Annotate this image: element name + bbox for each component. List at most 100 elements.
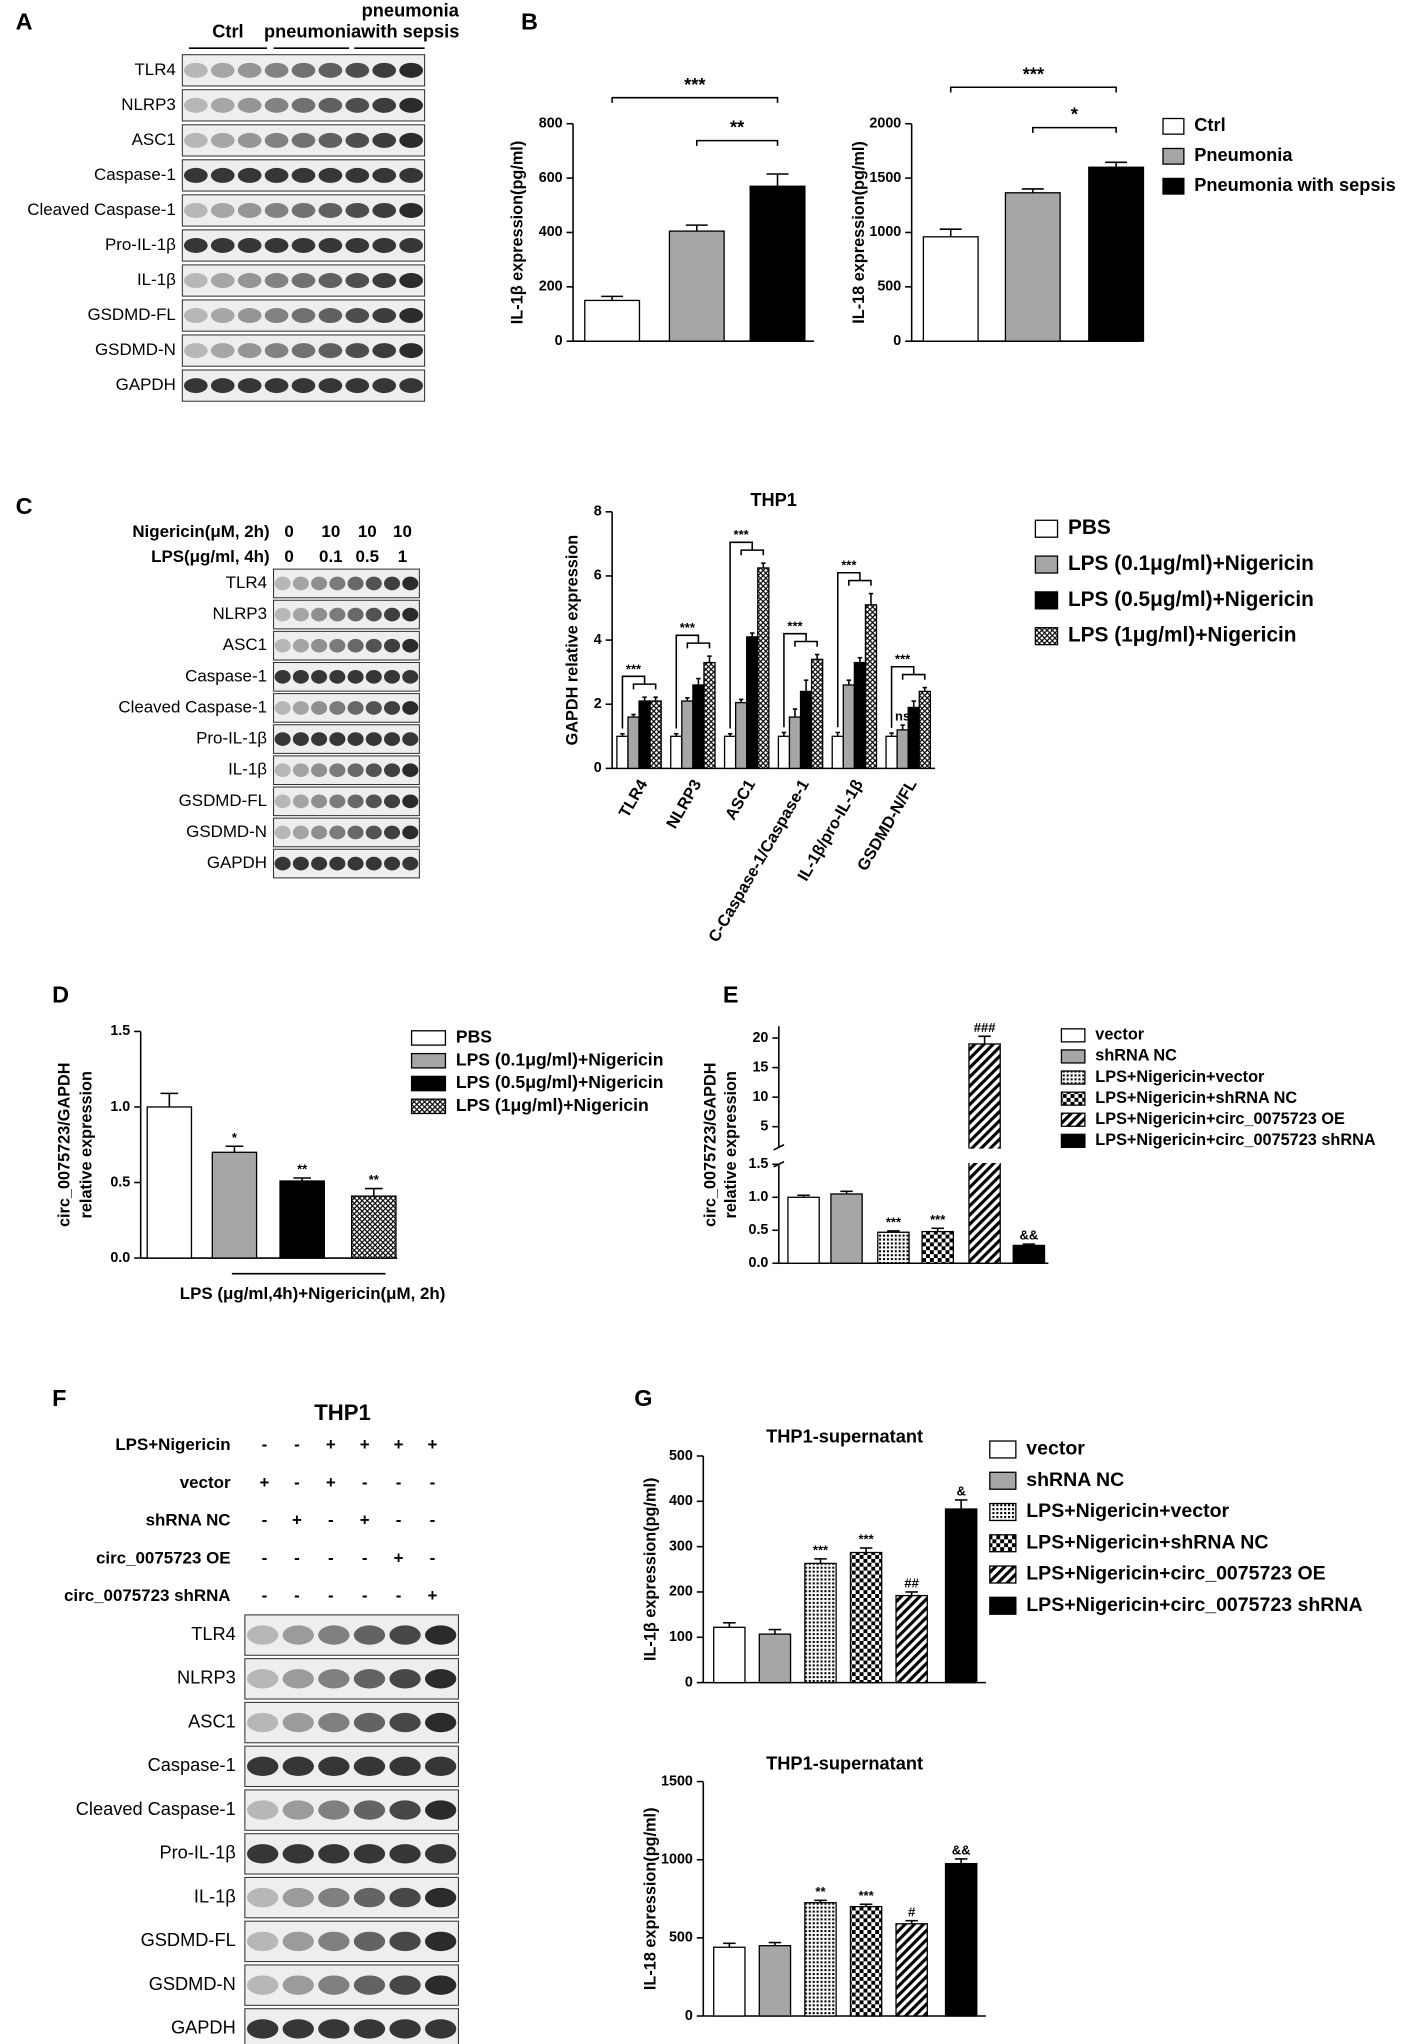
band [372, 378, 397, 394]
band [424, 1931, 457, 1952]
band [353, 1625, 386, 1645]
band [247, 2019, 279, 2039]
legend-label: PBS [1068, 516, 1111, 539]
condition-value: + [326, 1473, 336, 1492]
band [237, 132, 262, 148]
bar [746, 636, 759, 770]
band [264, 237, 289, 253]
condition-value: - [294, 1473, 300, 1492]
bar [830, 1193, 863, 1264]
y-tick-label: 20 [752, 1030, 768, 1046]
band [424, 1712, 457, 1733]
bar [896, 729, 909, 770]
band [318, 97, 343, 113]
y-tick-label: 0.5 [749, 1222, 769, 1238]
band [402, 732, 419, 746]
panel-label: E [723, 981, 739, 1007]
panel-label: C [16, 493, 33, 519]
blot-strip [244, 2008, 459, 2044]
band [372, 237, 397, 253]
blot-strip [244, 1745, 459, 1788]
bar [649, 700, 662, 770]
condition-value: 0 [284, 547, 293, 566]
band [247, 1756, 279, 1777]
band [247, 1975, 279, 1995]
band [365, 763, 382, 778]
band [292, 669, 309, 684]
legend-label: Ctrl [1194, 114, 1225, 135]
band [365, 732, 382, 746]
band [329, 732, 346, 746]
condition-value: - [430, 1473, 436, 1492]
bar [804, 1902, 837, 2017]
band [345, 202, 370, 218]
band [292, 856, 309, 871]
blot-row-label: GAPDH [207, 853, 267, 872]
bar [713, 1946, 746, 2017]
bar [788, 716, 802, 770]
band [345, 273, 370, 289]
y-tick-label: 0 [893, 333, 901, 349]
y-tick-label: 200 [669, 1584, 693, 1600]
blot-strip [244, 1614, 459, 1656]
band [399, 97, 423, 113]
legend-label: LPS+Nigericin+circ_0075723 shRNA [1026, 1594, 1362, 1616]
band [292, 763, 309, 778]
band [274, 825, 291, 840]
y-tick-label: 1000 [869, 224, 901, 240]
y-tick-label: 500 [877, 279, 901, 295]
band [264, 378, 289, 394]
band [399, 308, 423, 324]
condition-value: - [262, 1586, 268, 1605]
band [274, 856, 291, 871]
band [424, 2019, 457, 2039]
band [329, 669, 346, 684]
blot-row-label: GSDMD-FL [87, 305, 175, 324]
band [274, 638, 291, 653]
blot-row-label: Pro-IL-1β [196, 729, 267, 748]
band [384, 638, 401, 653]
legend-label: LPS (1μg/ml)+Nigericin [1068, 624, 1297, 647]
condition-value: - [362, 1586, 368, 1605]
legend-swatch [989, 1534, 1017, 1553]
band [402, 638, 419, 653]
band [282, 1931, 314, 1952]
legend-label: LPS+Nigericin+circ_0075723 shRNA [1095, 1131, 1376, 1149]
legend-label: LPS (0.1μg/ml)+Nigericin [456, 1049, 664, 1069]
significance-label: ** [730, 117, 745, 138]
y-tick-label: 6 [594, 568, 602, 584]
band [210, 62, 235, 78]
band [399, 378, 423, 394]
legend-label: LPS+Nigericin+vector [1095, 1068, 1265, 1086]
blot-row-label: TLR4 [134, 60, 175, 79]
y-tick-label: 1000 [661, 1852, 693, 1868]
condition-value: - [396, 1473, 402, 1492]
band [264, 308, 289, 324]
band [264, 97, 289, 113]
blot-row-label: Pro-IL-1β [159, 1842, 235, 1863]
significance-label: *** [680, 620, 696, 635]
data-annotation: *** [858, 1888, 874, 1903]
condition-label: vector [180, 1473, 231, 1492]
band [353, 2019, 386, 2039]
bar [799, 690, 813, 770]
blot-strip [244, 1701, 459, 1744]
x-tick-label: ASC1 [722, 777, 759, 824]
condition-label: Nigericin(μM, 2h) [132, 522, 269, 541]
band [389, 1887, 421, 1908]
y-axis-label: relative expression [78, 1071, 96, 1218]
significance-label: *** [895, 652, 911, 667]
condition-value: + [326, 1435, 336, 1454]
condition-value: 0.5 [356, 547, 380, 566]
band [353, 1844, 386, 1864]
significance-bracket [836, 571, 861, 728]
band [424, 1800, 457, 1820]
bar [810, 658, 824, 770]
band [291, 62, 316, 78]
y-tick-label: 0 [685, 1674, 693, 1690]
band [291, 378, 316, 394]
bar [279, 1180, 325, 1259]
y-tick-label: 5 [760, 1118, 768, 1134]
bar [584, 299, 641, 342]
band [318, 308, 343, 324]
